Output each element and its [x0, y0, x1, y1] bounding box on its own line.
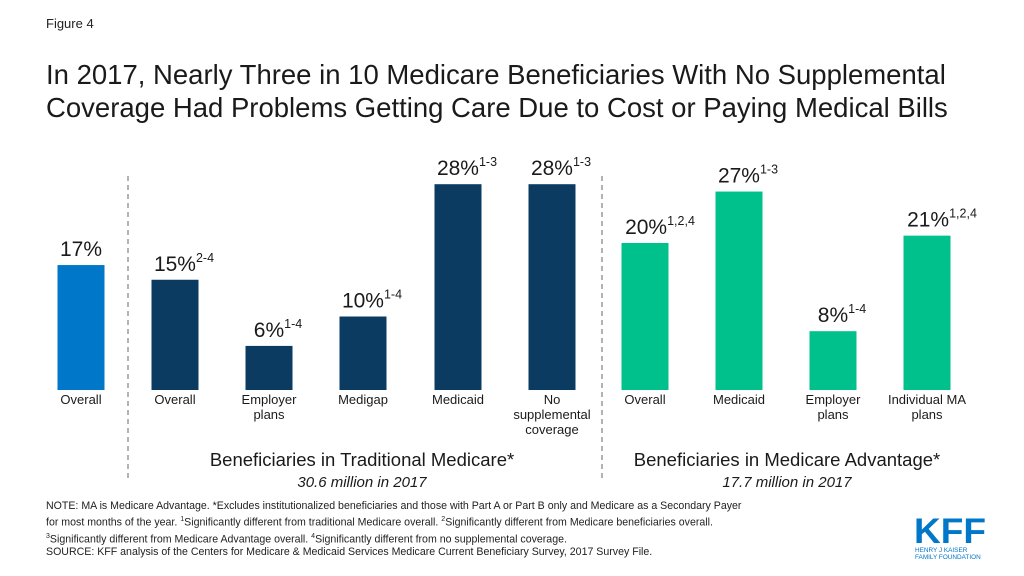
- chart-title: In 2017, Nearly Three in 10 Medicare Ben…: [46, 59, 948, 123]
- group-sublabel-traditional: 30.6 million in 2017: [297, 474, 427, 491]
- data-label-advantage-employer-plans: 8%1-4: [818, 302, 866, 327]
- data-label-advantage-medicaid: 27%1-3: [718, 163, 778, 188]
- data-label-advantage-overall: 20%1,2,4: [625, 214, 695, 239]
- category-label-advantage-overall: Overall: [624, 392, 665, 407]
- group-label-advantage: Beneficiaries in Medicare Advantage*: [634, 449, 940, 470]
- data-label-traditional-medigap: 10%1-4: [342, 288, 402, 313]
- note-line-3: 3Significantly different from Medicare A…: [46, 532, 567, 546]
- bar-traditional-medigap: [339, 316, 387, 390]
- data-label-traditional-medicaid: 28%1-3: [437, 155, 497, 180]
- group-sublabel-advantage: 17.7 million in 2017: [722, 474, 852, 491]
- logo-mark: KFF: [914, 513, 986, 551]
- bar-advantage-medicaid: [715, 191, 763, 390]
- bar-advantage-individual-ma-plans: [903, 235, 951, 390]
- kff-logo: KFF HENRY J KAISER FAMILY FOUNDATION: [914, 513, 986, 561]
- data-label-advantage-individual-ma-plans: 21%1,2,4: [907, 207, 977, 232]
- category-label-traditional-overall: Overall: [154, 392, 195, 407]
- category-label-advantage-employer-plans: Employer plans: [806, 392, 862, 422]
- data-label-traditional-employer-plans: 6%1-4: [254, 317, 302, 342]
- data-label-traditional-overall: 15%2-4: [154, 251, 214, 276]
- bar-traditional-overall: [151, 279, 199, 390]
- category-label-traditional-medicaid: Medicaid: [432, 392, 484, 407]
- note-line-2: for most months of the year. 1Significan…: [46, 516, 713, 529]
- category-label-traditional-employer-plans: Employer plans: [242, 392, 298, 422]
- bar-advantage-overall: [621, 243, 669, 390]
- group-label-traditional: Beneficiaries in Traditional Medicare*: [210, 449, 514, 470]
- category-label-advantage-medicaid: Medicaid: [713, 392, 765, 407]
- data-label-traditional-no-supplemental-coverage: 28%1-3: [531, 155, 591, 180]
- data-label-overall-overall: 17%: [60, 238, 102, 261]
- category-label-traditional-no-supplemental-coverage: No supplemental coverage: [513, 392, 590, 437]
- bar-traditional-medicaid: [434, 184, 482, 390]
- category-label-overall-overall: Overall: [60, 392, 101, 407]
- svg-text:FAMILY FOUNDATION: FAMILY FOUNDATION: [915, 554, 981, 561]
- category-label-traditional-medigap: Medigap: [338, 392, 388, 407]
- source-line: SOURCE: KFF analysis of the Centers for …: [46, 546, 653, 559]
- bar-advantage-employer-plans: [809, 331, 857, 390]
- bar-overall-overall: [57, 265, 105, 390]
- note-line-1: NOTE: MA is Medicare Advantage. *Exclude…: [46, 500, 742, 512]
- figure-label: Figure 4: [46, 16, 94, 31]
- svg-text:HENRY J KAISER: HENRY J KAISER: [915, 547, 968, 554]
- chart-notes: NOTE: MA is Medicare Advantage. *Exclude…: [46, 500, 906, 559]
- bar-traditional-employer-plans: [245, 345, 293, 390]
- category-label-advantage-individual-ma-plans: Individual MA plans: [888, 392, 966, 422]
- bar-traditional-no-supplemental-coverage: [528, 184, 576, 390]
